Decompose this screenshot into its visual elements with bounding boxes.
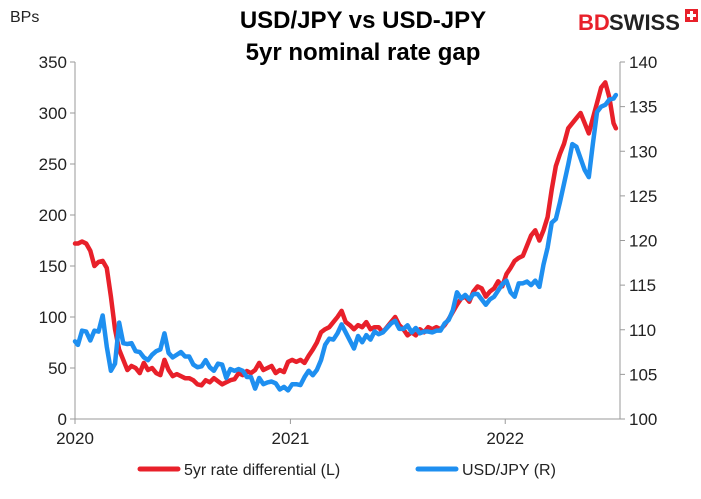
left-tick-label: 0 <box>58 410 67 429</box>
right-tick-label: 105 <box>629 365 657 384</box>
chart-title-line1: USD/JPY vs USD-JPY <box>240 7 486 34</box>
right-tick-label: 130 <box>629 142 657 161</box>
x-tick-label: 2022 <box>486 429 524 448</box>
left-tick-label: 350 <box>39 53 67 72</box>
rate-differential-line <box>72 80 619 388</box>
right-tick-label: 125 <box>629 187 657 206</box>
brand-logo: BD SWISS <box>578 9 698 35</box>
left-tick-label: 100 <box>39 308 67 327</box>
left-tick-label: 250 <box>39 155 67 174</box>
left-tick-label: 200 <box>39 206 67 225</box>
left-tick-label: 150 <box>39 257 67 276</box>
right-tick-label: 110 <box>629 321 656 340</box>
axes-layer: 0 50 100 150 200 250 300 350 100 105 110 115 120 125 1… <box>39 53 658 448</box>
right-tick-label: 135 <box>629 98 657 117</box>
right-tick-label: 100 <box>629 410 657 429</box>
left-axis-label: BPs <box>10 9 39 26</box>
left-tick-label: 300 <box>39 104 67 123</box>
right-tick-label: 120 <box>629 232 657 251</box>
series-layer <box>72 80 619 393</box>
logo-text-bd: BD <box>578 10 610 35</box>
chart-title-line2: 5yr nominal rate gap <box>246 39 481 66</box>
legend-label-rate-diff: 5yr rate differential (L) <box>184 462 340 479</box>
logo-text-swiss: SWISS <box>609 10 680 35</box>
x-tick-label: 2021 <box>271 429 309 448</box>
usdjpy-line <box>72 92 619 393</box>
legend-label-usdjpy: USD/JPY (R) <box>462 462 556 479</box>
left-tick-label: 50 <box>48 359 67 378</box>
legend: 5yr rate differential (L) USD/JPY (R) <box>137 462 556 479</box>
right-tick-label: 115 <box>629 276 656 295</box>
x-tick-label: 2020 <box>56 429 94 448</box>
right-tick-label: 140 <box>629 53 657 72</box>
